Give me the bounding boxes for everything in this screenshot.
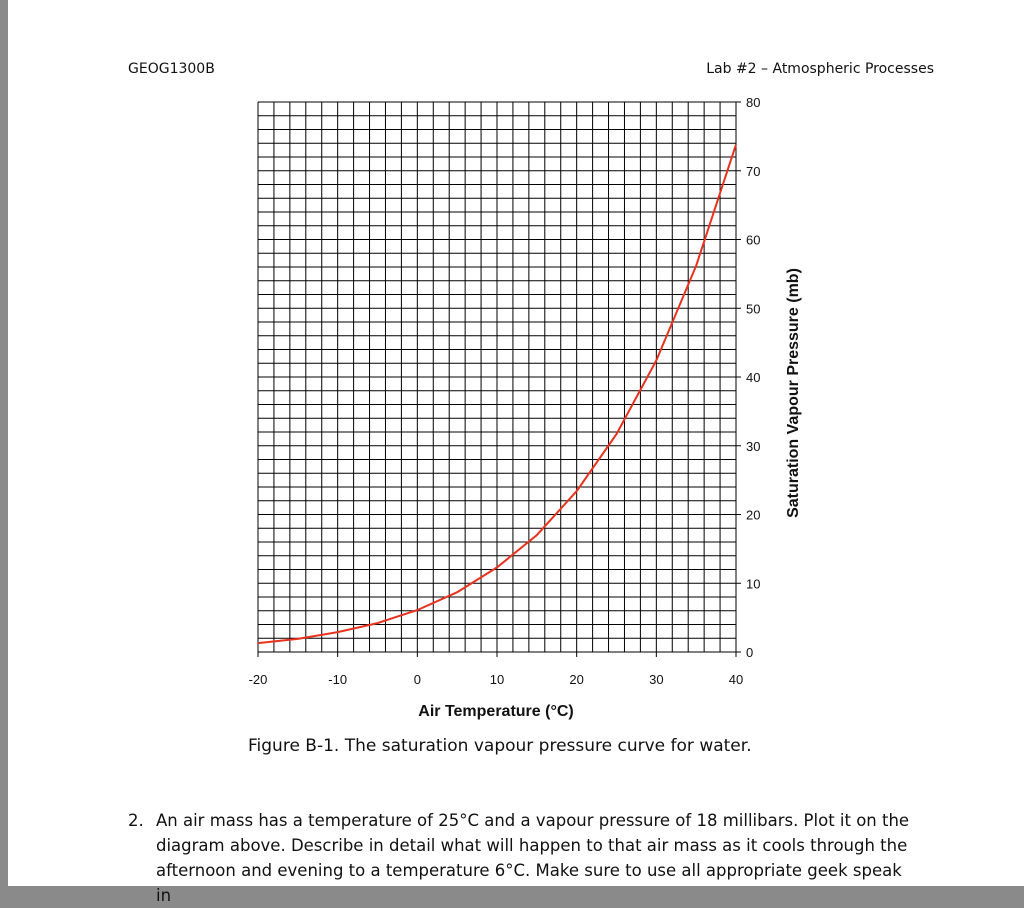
- y-tick-label: 60: [746, 233, 760, 248]
- x-tick-label: 30: [649, 672, 663, 687]
- figure-caption: Figure B-1. The saturation vapour pressu…: [248, 736, 752, 756]
- y-axis: 0 10 20 30 40 50 60 70 80: [736, 95, 760, 660]
- y-tick-label: 10: [746, 576, 760, 591]
- y-tick-label: 50: [746, 301, 760, 316]
- y-tick-label: 0: [746, 645, 753, 660]
- x-tick-label: -10: [328, 672, 347, 687]
- question-text: An air mass has a temperature of 25°C an…: [156, 808, 916, 908]
- question-number: 2.: [128, 808, 144, 833]
- y-tick-label: 70: [746, 164, 760, 179]
- y-axis-label: Saturation Vapour Pressure (mb): [785, 268, 802, 518]
- y-tick-label: 30: [746, 439, 760, 454]
- y-tick-label: 20: [746, 508, 760, 523]
- saturation-vapour-pressure-chart: -20 -10 0 10 20 30 40 0 10 20 30 40 50 60 70 80 Air Te…: [8, 0, 1024, 730]
- x-tick-label: -20: [249, 672, 268, 687]
- x-tick-label: 40: [729, 672, 743, 687]
- x-tick-label: 20: [569, 672, 583, 687]
- x-tick-label: 10: [490, 672, 504, 687]
- y-tick-label: 80: [746, 95, 760, 110]
- chart-grid: [258, 102, 736, 652]
- x-axis: -20 -10 0 10 20 30 40: [249, 652, 744, 687]
- document-page: GEOG1300B Lab #2 – Atmospheric Processes…: [8, 0, 1024, 886]
- y-tick-label: 40: [746, 370, 760, 385]
- x-axis-label: Air Temperature (°C): [418, 703, 573, 720]
- x-tick-label: 0: [414, 672, 421, 687]
